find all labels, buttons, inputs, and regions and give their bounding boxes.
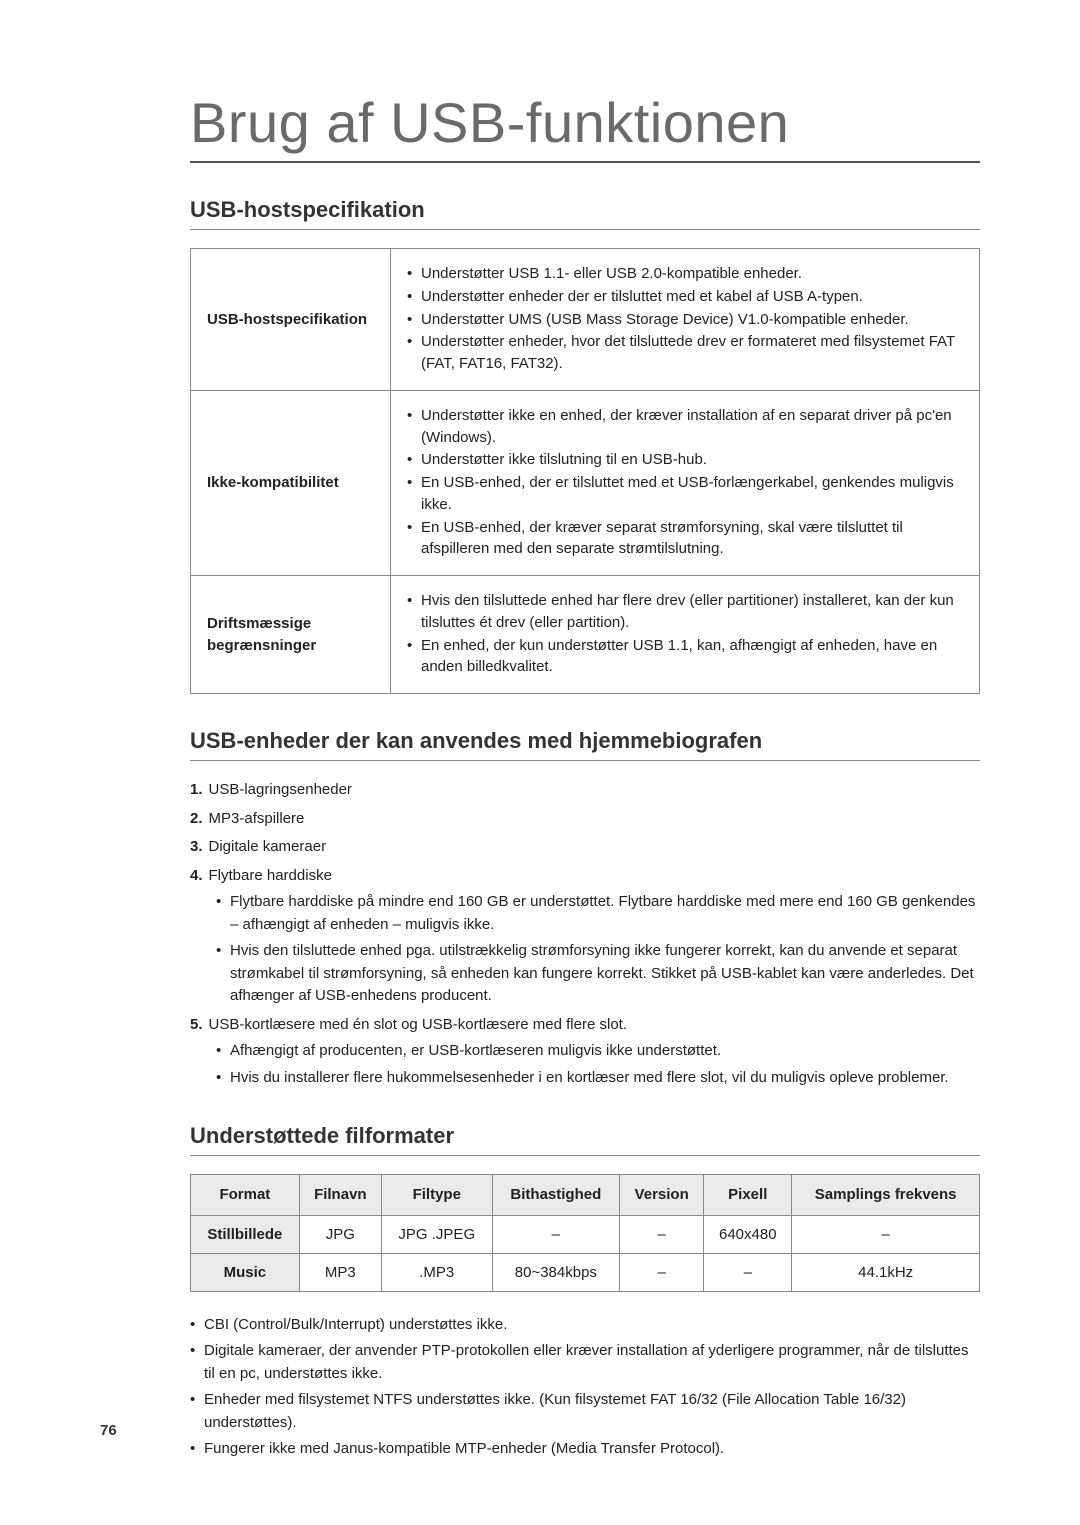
sub-item: Afhængigt af producenten, er USB-kortlæs… [216, 1040, 980, 1063]
col-header: Format [191, 1175, 300, 1216]
spec-item: Understøtter ikke tilslutning til en USB… [407, 449, 963, 471]
cell: – [492, 1215, 619, 1253]
cell: .MP3 [381, 1253, 492, 1291]
spec-row-content: Understøtter ikke en enhed, der kræver i… [391, 390, 980, 575]
list-text: Digitale kameraer [209, 838, 327, 855]
table-row: Driftsmæssige begrænsninger Hvis den til… [191, 576, 980, 694]
spec-item: Understøtter ikke en enhed, der kræver i… [407, 405, 963, 449]
footnote-item: Digitale kameraer, der anvender PTP-prot… [190, 1340, 980, 1385]
cell: – [792, 1215, 980, 1253]
list-text: Flytbare harddiske [209, 867, 332, 884]
row-label: Stillbillede [191, 1215, 300, 1253]
spec-row-content: Hvis den tilsluttede enhed har flere dre… [391, 576, 980, 694]
cell: 80~384kbps [492, 1253, 619, 1291]
cell: JPG [299, 1215, 381, 1253]
section-heading-formats: Understøttede filformater [190, 1123, 980, 1156]
table-header-row: Format Filnavn Filtype Bithastighed Vers… [191, 1175, 980, 1216]
list-text: USB-kortlæsere med én slot og USB-kortlæ… [209, 1016, 627, 1033]
sub-list: Flytbare harddiske på mindre end 160 GB … [190, 891, 980, 1008]
sub-list: Afhængigt af producenten, er USB-kortlæs… [190, 1040, 980, 1089]
document-page: Brug af USB-funktionen USB-hostspecifika… [0, 0, 1080, 1525]
spec-item: En USB-enhed, der kræver separat strømfo… [407, 517, 963, 561]
spec-item: En USB-enhed, der er tilsluttet med et U… [407, 472, 963, 516]
cell: 640x480 [704, 1215, 792, 1253]
sub-item: Flytbare harddiske på mindre end 160 GB … [216, 891, 980, 936]
footnote-item: CBI (Control/Bulk/Interrupt) understøtte… [190, 1314, 980, 1337]
cell: – [704, 1253, 792, 1291]
spec-item: Understøtter USB 1.1- eller USB 2.0-komp… [407, 263, 963, 285]
col-header: Filnavn [299, 1175, 381, 1216]
table-row: Stillbillede JPG JPG .JPEG – – 640x480 – [191, 1215, 980, 1253]
cell: JPG .JPEG [381, 1215, 492, 1253]
footnote-list: CBI (Control/Bulk/Interrupt) understøtte… [190, 1314, 980, 1461]
list-number: 5. [190, 1016, 203, 1033]
cell: MP3 [299, 1253, 381, 1291]
col-header: Pixell [704, 1175, 792, 1216]
cell: – [620, 1253, 704, 1291]
sub-item: Hvis den tilsluttede enhed pga. utilstræ… [216, 940, 980, 1008]
table-row: Ikke-kompatibilitet Understøtter ikke en… [191, 390, 980, 575]
spec-row-label: Driftsmæssige begrænsninger [191, 576, 391, 694]
table-row: USB-hostspecifikation Understøtter USB 1… [191, 249, 980, 391]
spec-row-content: Understøtter USB 1.1- eller USB 2.0-komp… [391, 249, 980, 391]
list-item: 4. Flytbare harddiske Flytbare harddiske … [190, 865, 980, 1008]
list-item: 1. USB-lagringsenheder [190, 779, 980, 802]
list-item: 3. Digitale kameraer [190, 836, 980, 859]
list-item: 2. MP3-afspillere [190, 808, 980, 831]
section-heading-spec: USB-hostspecifikation [190, 197, 980, 230]
page-title: Brug af USB-funktionen [190, 90, 980, 163]
footnote-item: Enheder med filsystemet NTFS understøtte… [190, 1389, 980, 1434]
spec-table: USB-hostspecifikation Understøtter USB 1… [190, 248, 980, 694]
col-header: Samplings frekvens [792, 1175, 980, 1216]
footnote-item: Fungerer ikke med Janus-kompatible MTP-e… [190, 1438, 980, 1461]
page-number: 76 [100, 1422, 117, 1439]
col-header: Version [620, 1175, 704, 1216]
section-heading-devices: USB-enheder der kan anvendes med hjemmeb… [190, 728, 980, 761]
spec-item: En enhed, der kun understøtter USB 1.1, … [407, 635, 963, 679]
spec-item: Hvis den tilsluttede enhed har flere dre… [407, 590, 963, 634]
list-number: 2. [190, 810, 203, 827]
col-header: Filtype [381, 1175, 492, 1216]
device-list: 1. USB-lagringsenheder 2. MP3-afspillere 3… [190, 779, 980, 1089]
spec-row-label: Ikke-kompatibilitet [191, 390, 391, 575]
list-number: 1. [190, 781, 203, 798]
spec-item: Understøtter UMS (USB Mass Storage Devic… [407, 309, 963, 331]
list-text: USB-lagringsenheder [209, 781, 352, 798]
list-number: 4. [190, 867, 203, 884]
sub-item: Hvis du installerer flere hukommelsesenh… [216, 1067, 980, 1090]
cell: 44.1kHz [792, 1253, 980, 1291]
cell: – [620, 1215, 704, 1253]
row-label: Music [191, 1253, 300, 1291]
list-item: 5. USB-kortlæsere med én slot og USB-kort… [190, 1014, 980, 1090]
format-table: Format Filnavn Filtype Bithastighed Vers… [190, 1174, 980, 1292]
spec-item: Understøtter enheder, hvor det tilslutte… [407, 331, 963, 375]
col-header: Bithastighed [492, 1175, 619, 1216]
table-row: Music MP3 .MP3 80~384kbps – – 44.1kHz [191, 1253, 980, 1291]
spec-item: Understøtter enheder der er tilsluttet m… [407, 286, 963, 308]
spec-row-label: USB-hostspecifikation [191, 249, 391, 391]
list-text: MP3-afspillere [209, 810, 305, 827]
list-number: 3. [190, 838, 203, 855]
